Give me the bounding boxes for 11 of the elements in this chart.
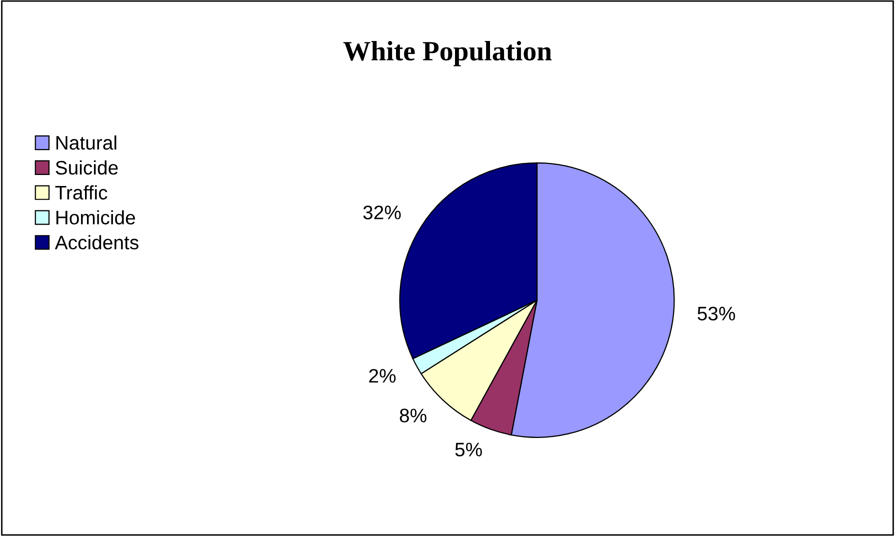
legend-label: Suicide (56, 160, 118, 175)
data-label: 53% (698, 306, 736, 320)
chart-title: White Population (343, 41, 552, 66)
data-label: 32% (363, 206, 401, 220)
data-label: 5% (455, 442, 482, 456)
legend-label: Traffic (55, 185, 108, 200)
data-label: 8% (400, 408, 426, 422)
legend-label: Homicide (56, 210, 136, 224)
legend-label: Natural (56, 135, 116, 150)
data-label: 2% (369, 368, 396, 383)
legend-label: Accidents (54, 235, 138, 250)
